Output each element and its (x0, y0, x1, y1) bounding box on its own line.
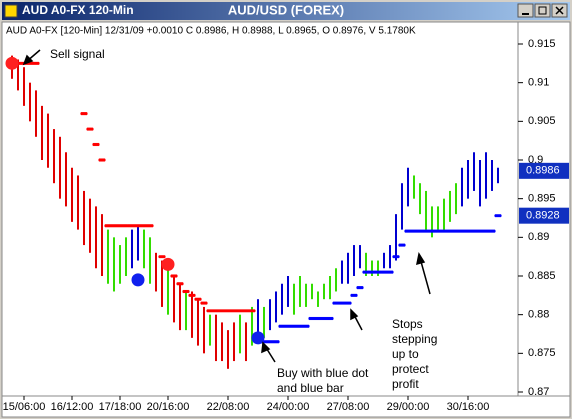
window-title: AUD A0-FX 120-Min (22, 3, 134, 17)
last-value-label: 0.8986 (526, 165, 560, 177)
chart-title: AUD/USD (FOREX) (228, 2, 344, 17)
stop-dot (90, 127, 94, 131)
stop-dot (102, 158, 106, 162)
stop-dot (306, 324, 310, 328)
arrow-head (350, 308, 359, 321)
stop-dot (36, 61, 40, 65)
stop-dot (192, 293, 196, 297)
close-glyph (555, 6, 564, 15)
signal-dot (251, 331, 265, 345)
y-tick-label: 0.87 (528, 386, 549, 398)
y-tick-label: 0.885 (528, 270, 556, 282)
stop-dot (96, 142, 100, 147)
app-icon (4, 4, 18, 18)
signal-dot (131, 273, 145, 287)
x-tick-label: 15/06:00 (3, 401, 46, 413)
x-tick-label: 24/00:00 (267, 401, 310, 413)
x-tick-label: 22/08:00 (207, 401, 250, 413)
annotation: Sell signal (50, 47, 105, 61)
stop-dot (354, 293, 358, 297)
stop-dot (252, 309, 256, 313)
arrow-head (22, 54, 34, 66)
stop-dot (174, 274, 178, 278)
stop-dot (198, 297, 202, 301)
info-line: AUD A0-FX [120-Min] 12/31/09 +0.0010 C 0… (6, 26, 416, 37)
stop-dot (150, 224, 154, 228)
stop-dot (180, 282, 184, 286)
stop-dot (360, 286, 364, 290)
last-value-box (519, 207, 569, 224)
stop-dot (402, 243, 406, 247)
window-buttons[interactable] (517, 3, 568, 18)
signal-dot (5, 56, 19, 70)
stop-dot (84, 112, 88, 116)
y-tick-label: 0.89 (528, 231, 549, 243)
x-tick-label: 30/16:00 (447, 401, 490, 413)
stop-dot (396, 255, 400, 259)
signal-dot (161, 257, 175, 271)
arrows (22, 49, 431, 363)
y-tick-label: 0.915 (528, 38, 556, 50)
plot (5, 55, 502, 369)
x-tick-label: 27/08:00 (327, 401, 370, 413)
y-tick-label: 0.905 (528, 115, 556, 127)
last-value-box (519, 162, 569, 179)
annotation: protect (392, 362, 429, 376)
annotation: up to (392, 347, 419, 361)
last-value-label: 0.8928 (526, 210, 560, 222)
stop-dot (162, 255, 166, 259)
y-tick-label: 0.91 (528, 77, 549, 89)
arrow (419, 257, 431, 295)
y-tick-label: 0.895 (528, 193, 556, 205)
arrow-head (261, 341, 271, 354)
stop-dot (348, 301, 352, 305)
x-tick-label: 20/16:00 (147, 401, 190, 413)
x-tick-label: 29/00:00 (387, 401, 430, 413)
stop-dot (276, 340, 280, 344)
minimize-button[interactable] (517, 3, 534, 18)
stop-dot (186, 289, 190, 294)
annotation: profit (392, 377, 419, 391)
x-tick-label: 17/18:00 (99, 401, 142, 413)
annotation: stepping (392, 332, 437, 346)
stop-dot (330, 316, 334, 321)
title-bar (2, 2, 570, 20)
y-tick-label: 0.88 (528, 309, 549, 321)
y-tick-label: 0.875 (528, 347, 556, 359)
stop-dot (390, 270, 394, 274)
stop-dot (204, 301, 208, 305)
annotation: and blue bar (277, 381, 344, 395)
x-axis-area (1, 395, 571, 418)
arrow-head (416, 252, 426, 266)
maximize-button[interactable] (534, 3, 551, 18)
x-tick-label: 16/12:00 (51, 401, 94, 413)
stop-dot (498, 214, 502, 218)
stop-dot (492, 229, 496, 233)
annotation: Stops (392, 317, 423, 331)
annotation: Buy with blue dot (277, 366, 369, 380)
maximize-glyph (538, 6, 547, 15)
